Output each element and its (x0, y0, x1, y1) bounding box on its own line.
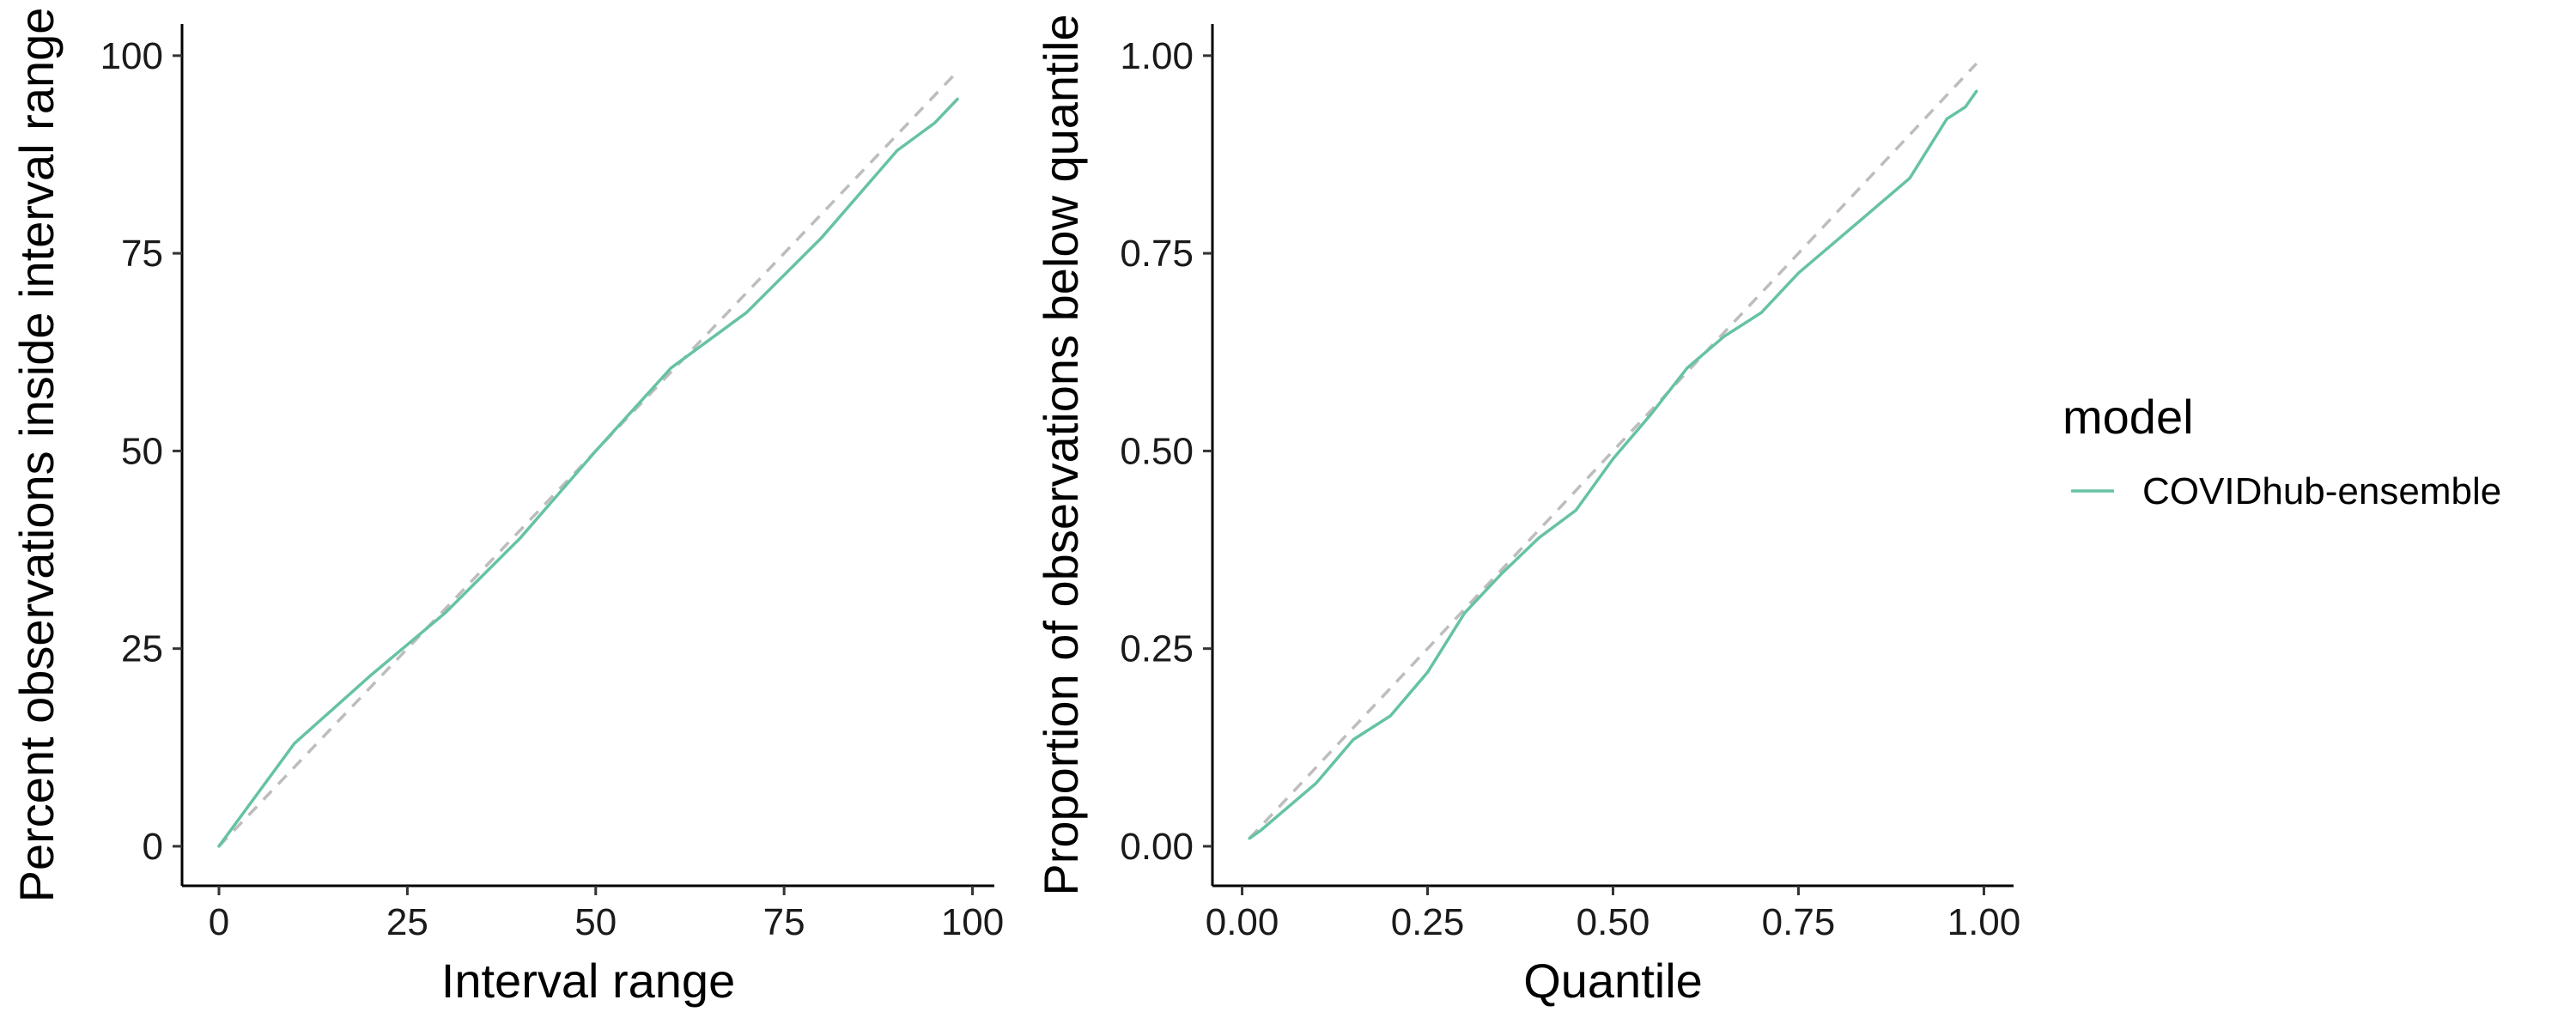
x-tick-label: 0.25 (1391, 901, 1465, 943)
chart-panel-1: 0 25 50 75 100 0 25 50 75 100 Interval range Percen… (9, 8, 1004, 1008)
reference-line (1248, 62, 1978, 839)
x-axis-title: Quantile (1523, 954, 1703, 1008)
x-tick-label: 75 (763, 901, 805, 943)
y-axis-title: Proportion of observations below quantil… (1034, 14, 1088, 895)
y-tick-label: 50 (121, 430, 163, 472)
y-tick-label: 1.00 (1120, 35, 1194, 77)
x-tick-label: 50 (574, 901, 617, 943)
chart-panel-2: 0.00 0.25 0.50 0.75 1.00 0.00 0.25 0.50 0.75 1.00… (1034, 14, 2020, 1008)
reference-line (217, 70, 959, 848)
x-tick-label: 25 (386, 901, 428, 943)
x-tick-label: 0.00 (1206, 901, 1279, 943)
x-tick-label: 0.75 (1762, 901, 1836, 943)
y-tick-label: 0.25 (1120, 628, 1194, 670)
y-tick-label: 25 (121, 628, 163, 670)
x-tick-label: 0.50 (1577, 901, 1650, 943)
legend: model COVIDhub-ensemble (2063, 390, 2501, 512)
x-axis-title: Interval range (441, 954, 735, 1008)
y-tick-label: 100 (100, 35, 163, 77)
y-tick-label: 0.00 (1120, 826, 1194, 868)
x-tick-label: 0 (209, 901, 229, 943)
legend-label: COVIDhub-ensemble (2142, 470, 2501, 512)
y-tick-label: 0 (143, 826, 163, 868)
y-tick-label: 0.50 (1120, 430, 1194, 472)
x-tick-label: 100 (941, 901, 1004, 943)
y-axis-title: Percent observations inside interval ran… (9, 8, 64, 903)
series-line (217, 97, 959, 848)
series-line (1248, 89, 1978, 840)
y-tick-label: 75 (121, 233, 163, 275)
legend-title: model (2063, 390, 2194, 444)
y-tick-label: 0.75 (1120, 233, 1194, 275)
x-tick-label: 1.00 (1947, 901, 2021, 943)
